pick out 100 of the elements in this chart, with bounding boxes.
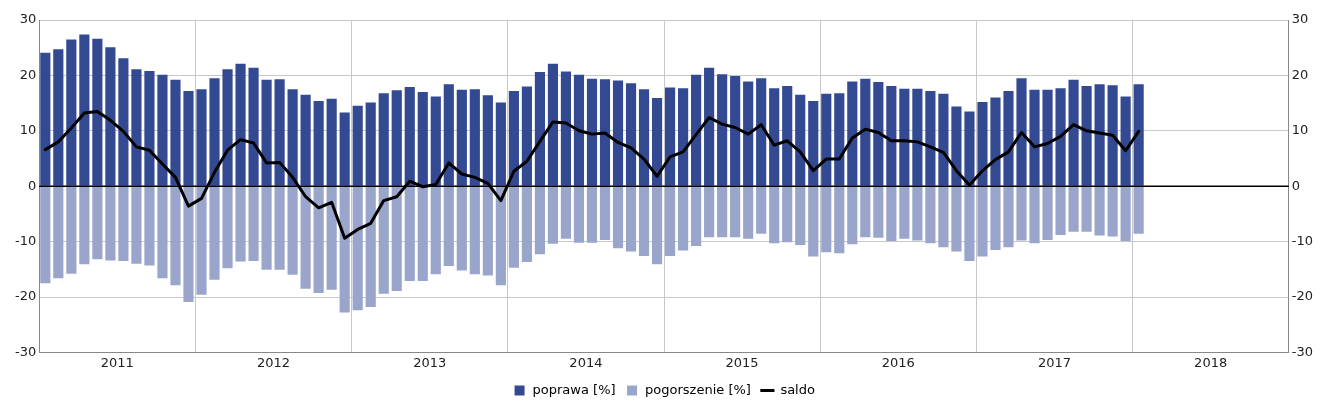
bar: [105, 186, 116, 261]
bar: [92, 186, 103, 260]
bar: [443, 84, 454, 186]
y2-tick-label: 10: [1291, 122, 1309, 138]
bar: [365, 186, 376, 307]
bar: [300, 94, 311, 186]
y2-tick-label: -30: [1291, 343, 1313, 359]
bar: [352, 105, 363, 186]
y2-tick-label: 30: [1291, 11, 1309, 27]
bar: [365, 102, 376, 186]
bar: [964, 111, 975, 186]
bar: [1029, 186, 1040, 244]
bar: [170, 186, 181, 286]
bar: [79, 34, 90, 186]
bar: [40, 52, 51, 186]
bar: [391, 186, 402, 291]
bar: [847, 186, 858, 245]
bar: [430, 96, 441, 186]
bar: [1055, 88, 1066, 186]
bar: [209, 186, 220, 280]
bar: [847, 81, 858, 186]
bar: [612, 80, 624, 186]
bar: [66, 186, 77, 274]
bar: [1068, 79, 1079, 186]
bar: [665, 87, 676, 186]
bar: [1120, 186, 1131, 242]
bar: [691, 74, 702, 186]
bar: [730, 186, 741, 238]
bar: [105, 47, 116, 186]
bar: [118, 58, 129, 186]
bar: [651, 186, 663, 265]
bar: [990, 97, 1001, 186]
bar: [300, 186, 311, 289]
bar: [131, 186, 142, 264]
bar: [1042, 89, 1053, 186]
bar: [951, 106, 962, 186]
bar: [534, 72, 545, 186]
bar: [599, 79, 611, 186]
bar: [886, 186, 897, 242]
y-tick-label: 30: [19, 11, 37, 27]
bar: [313, 100, 324, 186]
bar: [1081, 85, 1092, 186]
y2-tick-label: 20: [1291, 66, 1309, 82]
legend-label: poprawa [%]: [532, 381, 616, 397]
bar: [612, 186, 624, 249]
bar: [860, 78, 871, 186]
bar: [899, 88, 910, 186]
bar: [691, 186, 702, 247]
bar: [1016, 186, 1027, 241]
bar: [222, 186, 233, 269]
x-tick-label: 2012: [256, 354, 291, 370]
bar: [131, 69, 142, 186]
bar: [391, 90, 402, 186]
bar: [665, 186, 676, 256]
x-tick-label: 2014: [569, 354, 603, 370]
bar: [417, 186, 428, 281]
bar: [248, 67, 259, 186]
bar: [599, 186, 611, 240]
bar: [378, 186, 389, 294]
bar: [352, 186, 363, 311]
bar: [469, 89, 480, 186]
bar: [678, 88, 689, 186]
bar: [1081, 186, 1092, 232]
bar: [339, 112, 350, 186]
bar: [92, 38, 103, 186]
bar: [456, 186, 467, 271]
bar: [118, 186, 129, 261]
bar: [1107, 85, 1118, 186]
y-tick-label: -10: [15, 232, 37, 248]
bar: [1120, 96, 1131, 186]
bar: [183, 186, 194, 302]
bar: [495, 186, 506, 286]
bar: [717, 186, 728, 238]
bar: [547, 186, 559, 244]
bar: [469, 186, 480, 275]
y2-tick-label: -20: [1291, 288, 1313, 304]
bar: [821, 186, 832, 253]
x-tick-label: 2016: [881, 354, 915, 370]
bar: [235, 63, 246, 186]
bar: [1055, 186, 1066, 235]
x-tick-label: 2013: [413, 354, 447, 370]
bar: [261, 79, 272, 186]
bar: [209, 78, 220, 186]
bar: [313, 186, 324, 294]
bar: [508, 90, 519, 186]
bar: [339, 186, 350, 313]
bar: [287, 186, 298, 275]
bar: [821, 93, 832, 186]
bar: [1133, 84, 1144, 186]
bar: [521, 86, 532, 186]
bar: [53, 186, 64, 279]
bar: [157, 74, 168, 186]
bar: [625, 83, 637, 186]
bar: [326, 98, 337, 186]
bar: [717, 74, 728, 186]
bar: [508, 186, 519, 268]
bar: [873, 82, 884, 186]
bar: [560, 186, 572, 239]
bar: [404, 87, 415, 186]
bar: [222, 69, 233, 186]
